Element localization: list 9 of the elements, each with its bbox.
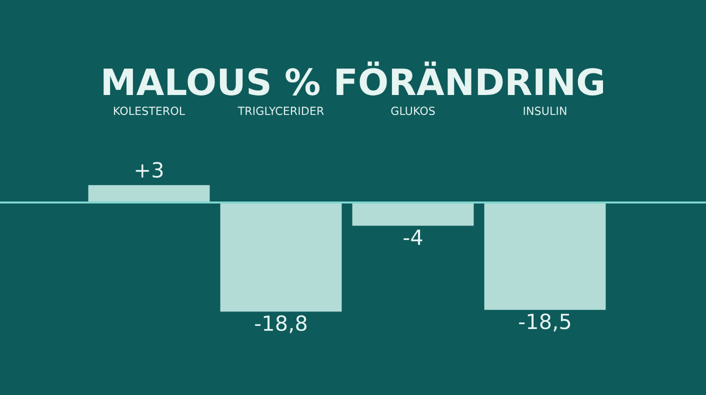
data-label: +3 [136,162,163,178]
data-label: -18,8 [255,315,307,334]
x-tick-label: INSULIN [524,106,566,116]
x-tick-label: TRIGLYCERIDER [238,106,324,116]
x-tick-label: GLUKOS [391,106,435,116]
data-label: -18,5 [519,314,570,332]
data-label: -4 [404,230,422,245]
chart-title: MALOUS % FÖRÄNDRING [104,62,604,96]
x-tick-label: KOLESTEROL [114,106,186,116]
